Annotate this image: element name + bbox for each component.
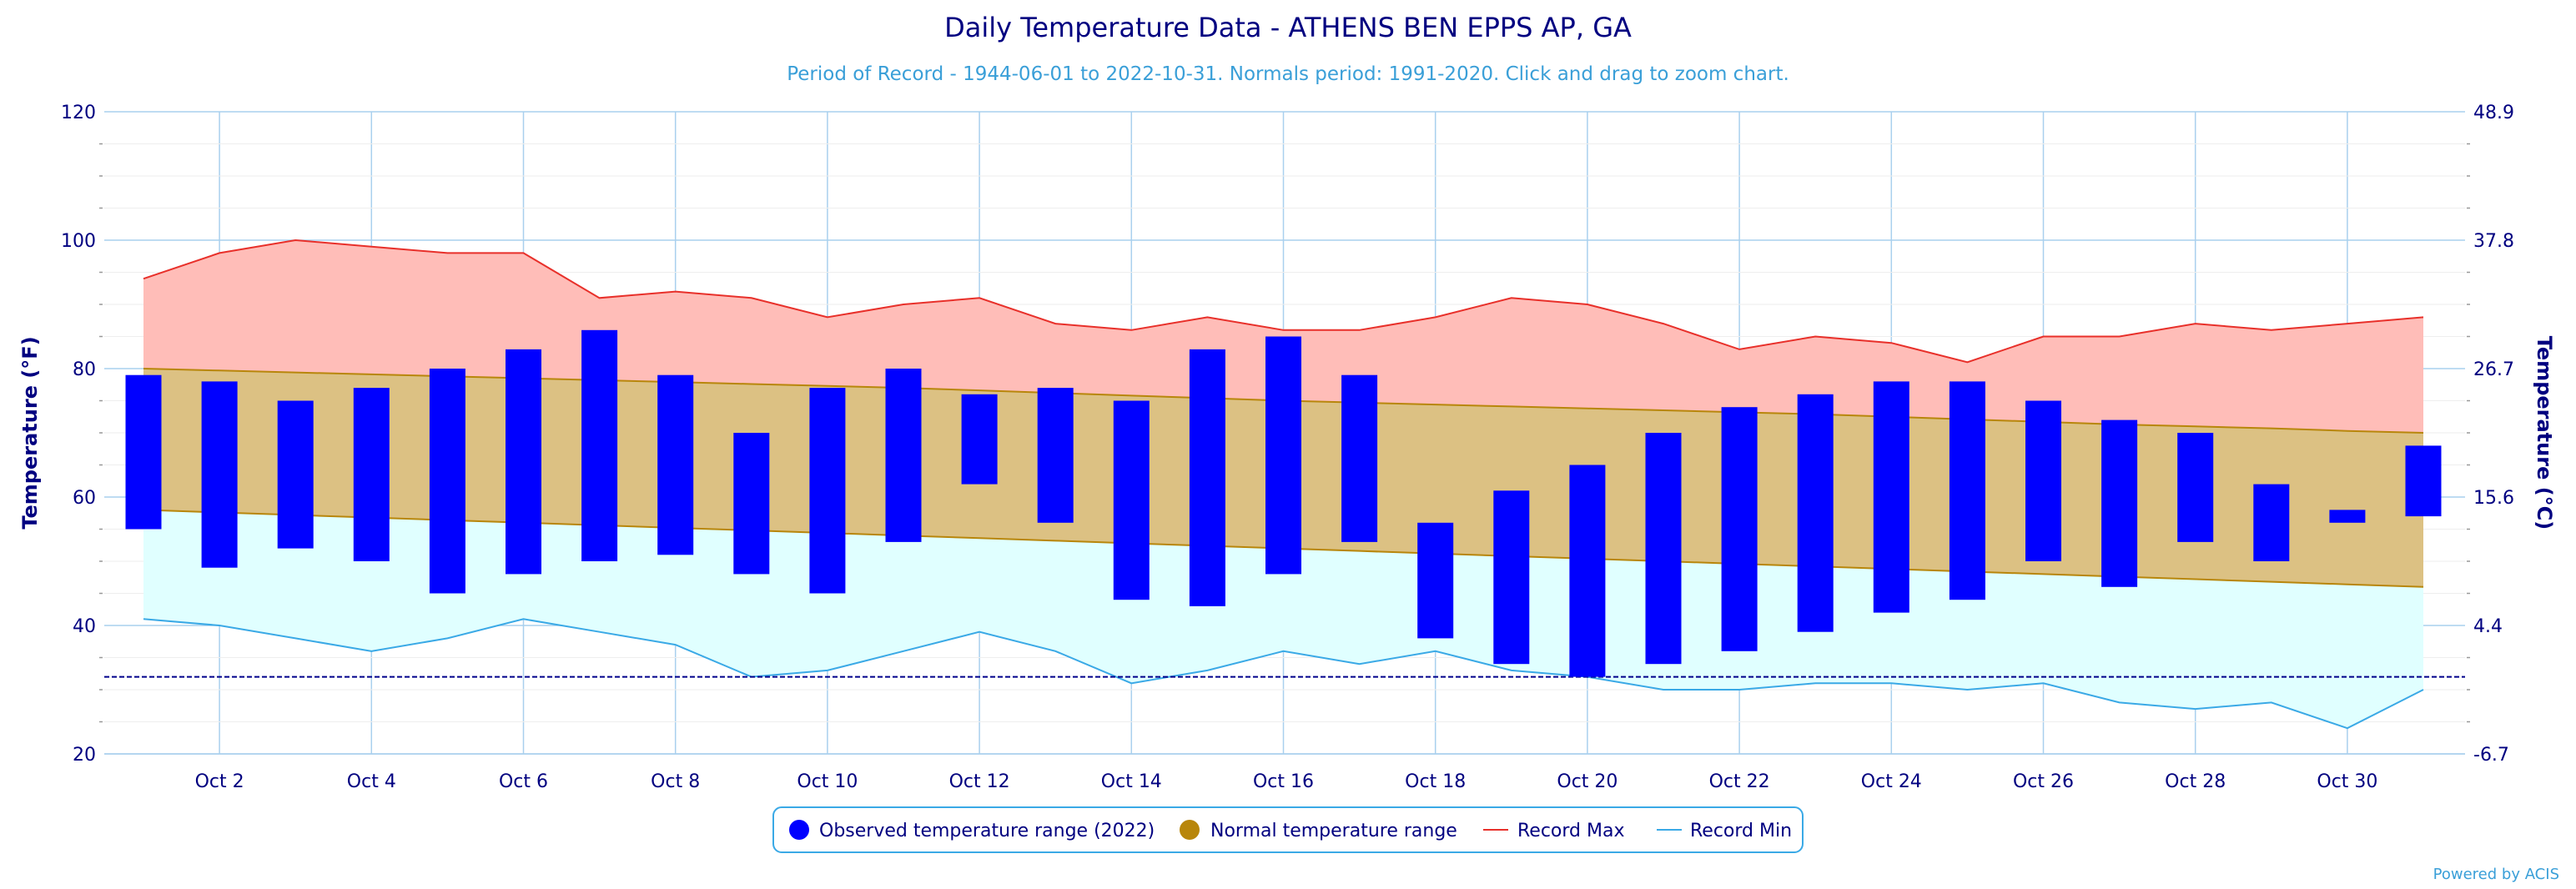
- observed-bar: [1873, 381, 1909, 613]
- y-tick-label-right: 37.8: [2473, 231, 2514, 252]
- x-tick-label: Oct 24: [1861, 771, 1922, 792]
- chart-subtitle: Period of Record - 1944-06-01 to 2022-10…: [787, 63, 1789, 85]
- y-tick-label-left: 80: [73, 359, 96, 380]
- observed-bar: [429, 369, 465, 594]
- observed-bar: [1493, 490, 1530, 665]
- x-tick-label: Oct 10: [797, 771, 858, 792]
- legend-normal-label: Normal temperature range: [1210, 821, 1457, 841]
- observed-bar: [1037, 388, 1074, 523]
- observed-bar: [2253, 484, 2290, 561]
- observed-bar: [506, 349, 541, 575]
- observed-bar: [961, 394, 998, 485]
- observed-bar: [125, 374, 162, 530]
- x-tick-label: Oct 2: [195, 771, 244, 792]
- x-tick-label: Oct 6: [499, 771, 548, 792]
- observed-bar: [1949, 381, 1985, 600]
- legend-observed-marker: [789, 820, 809, 840]
- y-tick-label-right: 48.9: [2473, 103, 2514, 123]
- x-tick-label: Oct 14: [1101, 771, 1162, 792]
- record-min-band: [143, 510, 2423, 729]
- x-tick-label: Oct 8: [651, 771, 700, 792]
- observed-bar: [885, 369, 922, 542]
- observed-bar: [2101, 419, 2138, 587]
- observed-bars: [125, 329, 2442, 677]
- legend-record-max-label: Record Max: [1517, 821, 1625, 841]
- observed-bar: [1797, 394, 1834, 632]
- y-tick-label-left: 40: [73, 616, 96, 637]
- legend-observed-label: Observed temperature range (2022): [819, 821, 1155, 841]
- y-tick-label-right: 15.6: [2473, 488, 2514, 509]
- axis-layer: Oct 2 Oct 4 Oct 6 Oct 8 Oct 10 Oct 12 Oct 14 Oc…: [18, 103, 2556, 792]
- observed-bar: [1113, 400, 1150, 600]
- legend[interactable]: Observed temperature range (2022) Normal …: [772, 806, 1804, 853]
- y-tick-label-left: 60: [73, 488, 96, 509]
- legend-record-min-label: Record Min: [1690, 821, 1792, 841]
- x-tick-label: Oct 4: [347, 771, 396, 792]
- x-tick-label: Oct 30: [2317, 771, 2377, 792]
- y-tick-label-right: -6.7: [2473, 745, 2509, 766]
- observed-bar: [2329, 510, 2366, 523]
- y-tick-label-left: 120: [61, 103, 96, 123]
- x-tick-label: Oct 12: [949, 771, 1010, 792]
- y-axis-title-left: Temperature (°F): [18, 336, 42, 529]
- x-tick-label: Oct 26: [2013, 771, 2074, 792]
- x-tick-label: Oct 28: [2165, 771, 2226, 792]
- y-tick-label-left: 20: [73, 745, 96, 766]
- x-tick-label: Oct 20: [1557, 771, 1618, 792]
- observed-bar: [1721, 407, 1758, 651]
- y-axis-title-right: Temperature (°C): [2533, 336, 2556, 530]
- observed-bar: [1645, 433, 1682, 665]
- observed-bar: [1341, 374, 1378, 542]
- acis-credit-link[interactable]: Powered by ACIS: [2433, 866, 2559, 883]
- observed-bar: [1189, 349, 1225, 606]
- observed-bar: [809, 388, 846, 594]
- observed-bar: [277, 400, 314, 549]
- y-tick-label-left: 100: [61, 231, 96, 252]
- observed-bar: [1265, 336, 1301, 575]
- observed-bar: [353, 388, 390, 561]
- observed-bar: [201, 381, 238, 568]
- chart-title: Daily Temperature Data - ATHENS BEN EPPS…: [944, 12, 1632, 43]
- observed-bar: [581, 329, 618, 561]
- x-tick-label: Oct 22: [1709, 771, 1770, 792]
- record-max-line: [143, 239, 2424, 364]
- y-tick-label-right: 26.7: [2473, 359, 2514, 380]
- x-tick-label: Oct 18: [1405, 771, 1466, 792]
- legend-normal-marker: [1180, 820, 1200, 840]
- record-min-line: [143, 618, 2424, 730]
- observed-bar: [2025, 400, 2061, 561]
- legend-box: [772, 806, 1804, 853]
- observed-bar: [733, 433, 770, 575]
- observed-bar: [2405, 445, 2442, 517]
- observed-bar: [1569, 465, 1606, 677]
- x-tick-label: Oct 16: [1253, 771, 1314, 792]
- y-tick-label-right: 4.4: [2473, 616, 2503, 637]
- observed-bar: [2177, 433, 2214, 542]
- observed-bar: [657, 374, 694, 555]
- observed-bar: [1417, 522, 1454, 639]
